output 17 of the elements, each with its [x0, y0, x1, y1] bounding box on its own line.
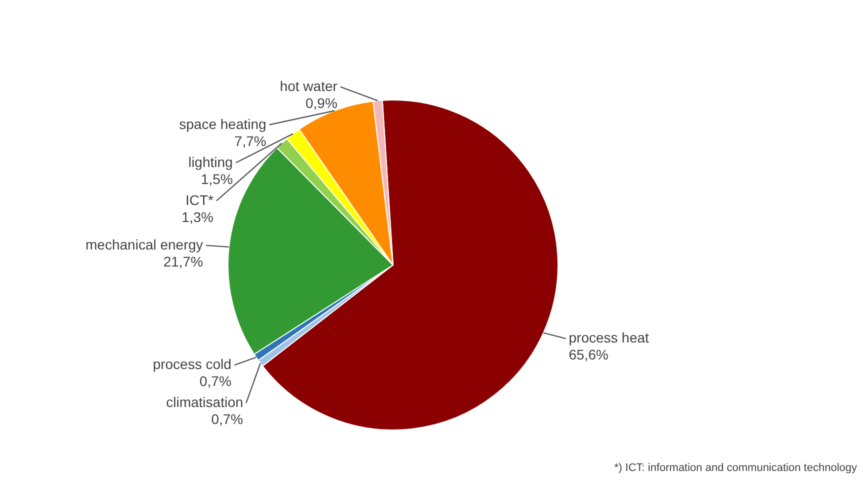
slice-label: ICT* — [186, 192, 214, 208]
data-label: 0,9% — [305, 94, 338, 111]
slice-label: climatisation — [166, 394, 244, 410]
data-label: 1,5% — [200, 170, 233, 187]
data-label: 65,6% — [568, 346, 608, 363]
text: *) ICT: information and communication technology — [614, 462, 858, 474]
slice-label: space heating — [179, 116, 266, 132]
slice-label: process heat — [568, 330, 650, 346]
data-label: 1,3% — [182, 208, 214, 225]
data-label: 0,7% — [199, 373, 232, 390]
slice-label: hot water — [280, 78, 338, 94]
slice-label: process cold — [152, 356, 232, 372]
data-label: 7,7% — [234, 132, 266, 149]
data-label: 0,7% — [211, 411, 244, 428]
slice-label: lighting — [188, 154, 233, 170]
slice-label: mechanical energy — [86, 236, 204, 252]
data-label: 21,7% — [163, 253, 204, 270]
